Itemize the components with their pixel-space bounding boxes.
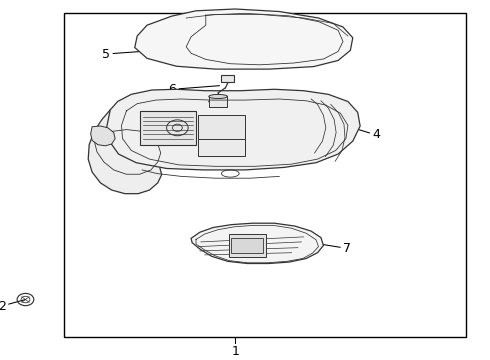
Polygon shape [107, 89, 360, 170]
Ellipse shape [209, 99, 227, 104]
Bar [198, 115, 245, 139]
Text: 3: 3 [101, 128, 149, 144]
Bar [198, 126, 245, 156]
Text: 6: 6 [169, 83, 220, 96]
Bar [64, 13, 465, 337]
Bar [221, 75, 234, 82]
Bar [140, 111, 196, 145]
Bar [209, 96, 227, 107]
Polygon shape [135, 9, 353, 69]
Text: 5: 5 [102, 48, 146, 60]
Bar [229, 234, 266, 257]
Polygon shape [88, 108, 162, 194]
Text: 2: 2 [0, 300, 25, 312]
Bar [231, 238, 263, 253]
Ellipse shape [209, 94, 227, 99]
Text: 7: 7 [314, 242, 351, 255]
Polygon shape [91, 126, 115, 146]
Polygon shape [191, 223, 323, 264]
Text: 4: 4 [347, 126, 380, 141]
Text: 1: 1 [231, 345, 239, 357]
